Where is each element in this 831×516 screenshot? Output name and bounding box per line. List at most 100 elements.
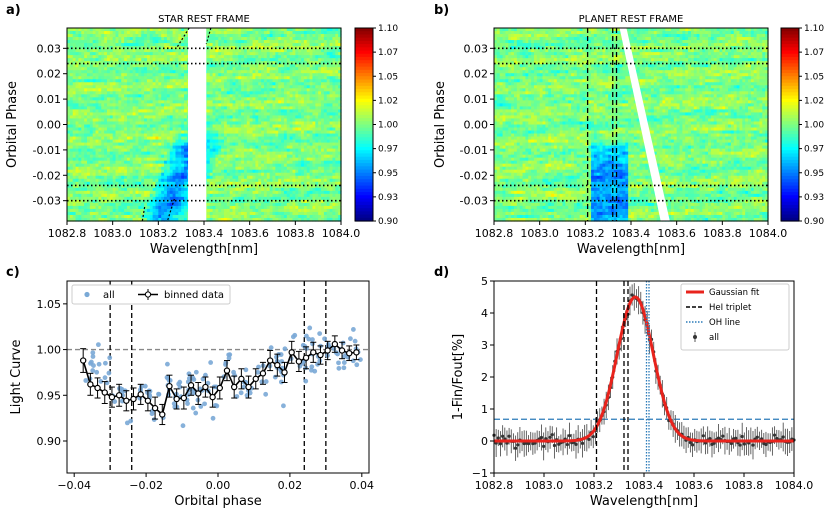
heatmap-cell <box>112 154 117 159</box>
heatmap-cell <box>241 145 245 150</box>
heatmap-cell <box>89 151 94 156</box>
heatmap-cell <box>286 151 291 156</box>
heatmap-cell <box>106 55 111 59</box>
heatmap-cell <box>272 52 276 56</box>
heatmap-cell <box>332 76 336 80</box>
heatmap-cell <box>229 169 234 174</box>
heatmap-cell <box>138 64 142 68</box>
heatmap-cell <box>118 118 122 123</box>
heatmap-cell <box>101 157 105 162</box>
heatmap-cell <box>309 97 314 101</box>
heatmap-cell <box>238 37 242 41</box>
heatmap-cell <box>226 43 231 47</box>
heatmap-cell <box>312 70 316 74</box>
heatmap-cell <box>172 31 177 35</box>
heatmap-cell <box>312 67 316 71</box>
heatmap-cell <box>172 106 177 111</box>
heatmap-cell <box>298 148 302 153</box>
heatmap-cell <box>146 169 151 174</box>
heatmap-cell <box>226 76 231 80</box>
heatmap-cell <box>86 46 91 50</box>
heatmap-cell <box>246 91 251 95</box>
heatmap-cell <box>226 82 231 86</box>
heatmap-cell <box>261 130 265 135</box>
heatmap-cell <box>172 148 177 153</box>
heatmap-cell <box>112 73 117 77</box>
heatmap-cell <box>226 31 231 35</box>
heatmap-cell <box>98 112 102 117</box>
heatmap-cell <box>92 43 97 47</box>
heatmap-cell <box>104 115 108 120</box>
heatmap-cell <box>166 40 171 44</box>
heatmap-cell <box>232 40 236 44</box>
heatmap-cell <box>332 97 336 101</box>
heatmap-cell <box>281 94 285 98</box>
heatmap-cell <box>321 172 325 177</box>
heatmap-cell <box>86 34 91 38</box>
heatmap-cell <box>158 64 162 68</box>
heatmap-cell <box>169 37 174 41</box>
heatmap-cell <box>138 94 142 98</box>
heatmap-cell <box>132 67 137 71</box>
heatmap-cell <box>129 85 134 89</box>
heatmap-cell <box>106 103 111 108</box>
heatmap-cell <box>323 139 328 144</box>
heatmap-cell <box>238 157 242 162</box>
heatmap-cell <box>109 172 114 177</box>
heatmap-cell <box>235 163 239 168</box>
heatmap-cell <box>86 148 91 153</box>
heatmap-cell <box>138 136 142 141</box>
heatmap-cell <box>326 166 331 171</box>
heatmap-cell <box>295 118 299 123</box>
heatmap-cell <box>312 103 316 108</box>
heatmap-cell <box>243 91 248 95</box>
heatmap-cell <box>226 148 231 153</box>
heatmap-cell <box>121 97 125 101</box>
heatmap-cell <box>181 100 185 104</box>
heatmap-cell <box>221 106 225 111</box>
heatmap-cell <box>175 61 179 65</box>
heatmap-cell <box>67 85 71 89</box>
heatmap-cell <box>241 31 245 35</box>
heatmap-cell <box>326 181 331 186</box>
heatmap-cell <box>221 76 225 80</box>
heatmap-cell <box>86 130 91 135</box>
heatmap-cell <box>175 46 179 50</box>
heatmap-cell <box>135 142 139 147</box>
heatmap-cell <box>232 31 236 35</box>
heatmap-cell <box>126 40 131 44</box>
heatmap-cell <box>255 40 259 44</box>
heatmap-cell <box>298 121 302 126</box>
heatmap-cell <box>221 46 225 50</box>
heatmap-cell <box>252 85 256 89</box>
heatmap-cell <box>92 130 97 135</box>
heatmap-cell <box>326 151 331 156</box>
heatmap-cell <box>232 127 236 132</box>
heatmap-cell <box>298 112 302 117</box>
heatmap-cell <box>161 121 165 126</box>
heatmap-cell <box>235 100 239 104</box>
heatmap-cell <box>329 37 334 41</box>
heatmap-cell <box>269 97 274 101</box>
heatmap-cell <box>241 172 245 177</box>
heatmap-cell <box>118 82 122 86</box>
heatmap-cell <box>229 91 234 95</box>
heatmap-cell <box>223 55 228 59</box>
heatmap-cell <box>95 130 99 135</box>
heatmap-cell <box>246 148 251 153</box>
heatmap-cell <box>118 121 122 126</box>
heatmap-cell <box>98 40 102 44</box>
heatmap-cell <box>252 52 256 56</box>
heatmap-cell <box>281 115 285 120</box>
heatmap-cell <box>306 166 311 171</box>
heatmap-cell <box>312 94 316 98</box>
heatmap-cell <box>241 118 245 123</box>
heatmap-cell <box>223 157 228 162</box>
heatmap-cell <box>124 124 128 129</box>
heatmap-cell <box>146 88 151 92</box>
heatmap-cell <box>86 112 91 117</box>
heatmap-cell <box>335 130 339 135</box>
heatmap-cell <box>175 148 179 153</box>
heatmap-cell <box>72 133 77 138</box>
heatmap-cell <box>266 127 271 132</box>
